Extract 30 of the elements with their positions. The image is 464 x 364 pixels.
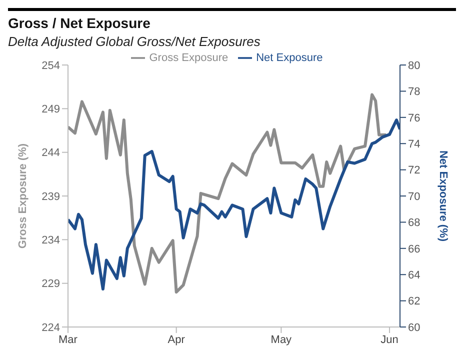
x-tick-label: Jun bbox=[380, 334, 398, 346]
y-tick-label: 234 bbox=[42, 234, 60, 247]
line-series bbox=[68, 118, 400, 291]
chart-subtitle: Delta Adjusted Global Gross/Net Exposures bbox=[8, 34, 262, 49]
y2-tick-label: 60 bbox=[408, 322, 420, 334]
x-tick-label: May bbox=[270, 334, 292, 346]
y-tick-label: 244 bbox=[42, 147, 60, 160]
y2-tick-label: 70 bbox=[408, 190, 420, 203]
y-tick-label: 239 bbox=[42, 190, 60, 203]
x-tick-label: Apr bbox=[168, 334, 186, 346]
y2-tick-label: 66 bbox=[408, 243, 420, 256]
legend-label: Gross Exposure bbox=[149, 52, 228, 64]
y-tick-label: 224 bbox=[42, 322, 60, 334]
y2-tick-label: 62 bbox=[408, 296, 420, 308]
y2-axis-title: Net Exposure (%) bbox=[437, 150, 450, 242]
y2-tick-label: 80 bbox=[408, 60, 420, 72]
legend-label: Net Exposure bbox=[256, 52, 323, 64]
y2-tick-label: 68 bbox=[408, 217, 420, 230]
y2-tick-label: 64 bbox=[408, 270, 420, 282]
y-tick-label: 254 bbox=[42, 60, 60, 72]
y-axis-title: Gross Exposure (%) bbox=[16, 143, 29, 249]
y2-tick-label: 72 bbox=[408, 164, 420, 177]
y2-tick-label: 78 bbox=[408, 86, 420, 98]
y2-tick-label: 76 bbox=[408, 112, 420, 124]
x-tick-label: Mar bbox=[58, 334, 78, 346]
chart-title: Gross / Net Exposure bbox=[8, 15, 152, 31]
y2-tick-label: 74 bbox=[408, 138, 420, 151]
y-tick-label: 249 bbox=[42, 104, 60, 116]
line-series bbox=[68, 93, 388, 294]
y-tick-label: 229 bbox=[42, 278, 60, 290]
